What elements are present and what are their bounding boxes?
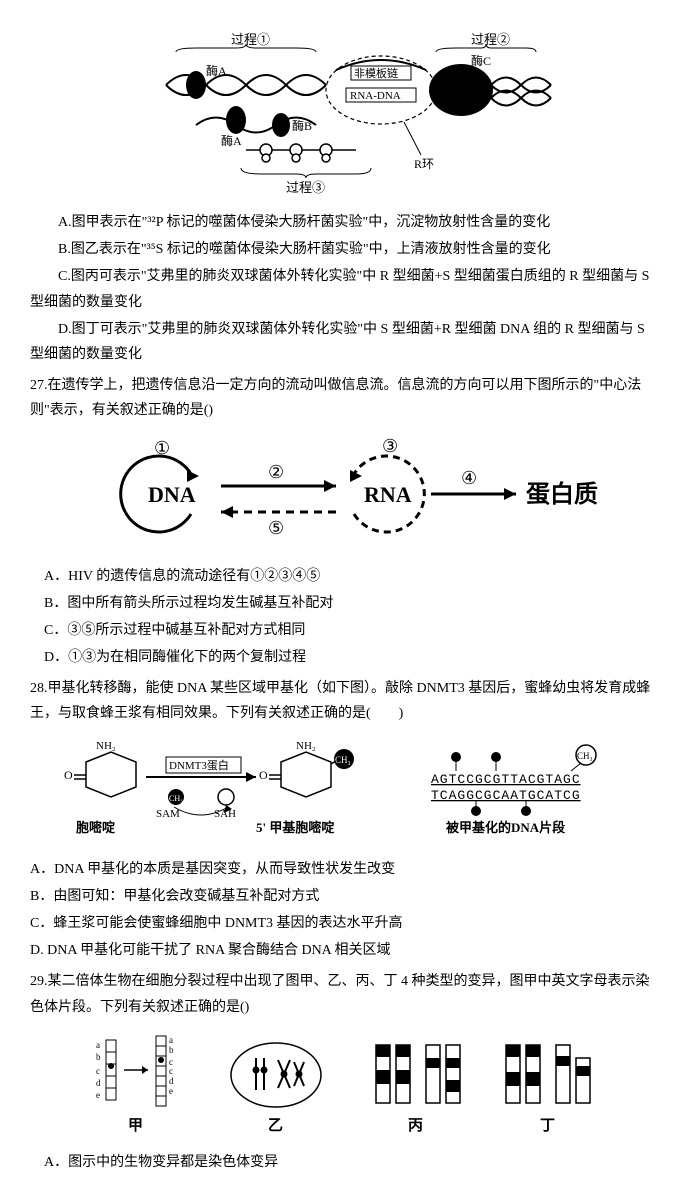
svg-text:O: O — [64, 768, 73, 782]
svg-text:d: d — [169, 1076, 174, 1086]
q26-optA: A.图甲表示在"³²P 标记的噬菌体侵染大肠杆菌实验"中，沉淀物放射性含量的变化 — [30, 210, 662, 235]
ch3-right: CH₃ — [335, 755, 351, 765]
ch3-sam: CH₃ — [169, 794, 183, 803]
figure-central-dogma: DNA ① ② ⑤ RNA ③ ④ 蛋白质 — [30, 434, 662, 554]
methylcytosine-label: 5' 甲基胞嘧啶 — [256, 820, 334, 835]
label-enzymeA1: 酶A — [206, 63, 227, 78]
svg-text:c: c — [96, 1066, 100, 1076]
q26-optD: D.图丁可表示"艾弗里的肺炎双球菌体外转化实验"中 S 型细菌+R 型细菌 DN… — [30, 317, 662, 367]
nh2-right: NH₂ — [296, 740, 316, 752]
cap-ding: 丁 — [540, 1118, 555, 1134]
segment-label: 被甲基化的DNA片段 — [445, 820, 565, 835]
rna-label: RNA — [364, 482, 412, 507]
svg-text:b: b — [96, 1052, 101, 1062]
label-rna-dna: RNA-DNA — [350, 90, 401, 102]
q27-optA: A．HIV 的遗传信息的流动途径有①②③④⑤ — [44, 564, 662, 589]
label-rloop: R环 — [414, 157, 434, 171]
cap-bing: 丙 — [408, 1117, 423, 1134]
svg-text:e: e — [169, 1086, 173, 1096]
circled-2: ② — [268, 462, 284, 482]
label-process1: 过程① — [231, 32, 270, 47]
svg-text:c: c — [169, 1066, 173, 1076]
circled-1: ① — [154, 438, 170, 458]
figure-chromosome-variation: a b c d e a b c c d e 甲 乙 — [30, 1030, 662, 1140]
figure-gene-expression: 过程① 过程② 过程③ 酶A 酶A 酶B 非模板链 RNA-DNA R环 酶C — [30, 30, 662, 200]
q28-stem: 28.甲基化转移酶，能使 DNA 某些区域甲基化（如下图）。敲除 DNMT3 基… — [30, 676, 662, 726]
protein-label: 蛋白质 — [526, 480, 598, 508]
svg-text:d: d — [96, 1078, 101, 1088]
figure-methylation: NH₂ O 胞嘧啶 DNMT3蛋白 CH₃ SAM SAH NH₂ O CH₃ … — [30, 737, 662, 847]
dnmt3-label: DNMT3蛋白 — [169, 758, 229, 772]
ch3-seg: CH₃ — [577, 751, 593, 761]
svg-text:a: a — [169, 1035, 173, 1045]
cap-yi: 乙 — [268, 1118, 283, 1134]
circled-3: ③ — [382, 436, 398, 456]
label-process2: 过程② — [471, 32, 510, 47]
q26-optC: C.图丙可表示"艾弗里的肺炎双球菌体外转化实验"中 R 型细菌+S 型细菌蛋白质… — [30, 264, 662, 314]
seq-bot: TCAGGCGCAATGCATCG — [431, 788, 581, 803]
seq-top: AGTCCGCGTTACGTAGC — [431, 772, 581, 787]
q27-optB: B．图中所有箭头所示过程均发生碱基互补配对 — [44, 591, 662, 616]
svg-text:a: a — [96, 1040, 100, 1050]
q28-optD: D. DNA 甲基化可能干扰了 RNA 聚合酶结合 DNA 相关区域 — [30, 938, 662, 963]
q28-optA: A．DNA 甲基化的本质是基因突变，从而导致性状发生改变 — [30, 857, 662, 882]
q28-optB: B．由图可知：甲基化会改变碱基互补配对方式 — [30, 884, 662, 909]
label-enzymeA2: 酶A — [221, 133, 242, 148]
label-process3: 过程③ — [286, 180, 325, 195]
label-nontemplate: 非模板链 — [354, 66, 398, 80]
svg-text:b: b — [169, 1045, 174, 1055]
q29-stem: 29.某二倍体生物在细胞分裂过程中出现了图甲、乙、丙、丁 4 种类型的变异，图甲… — [30, 969, 662, 1019]
q29-optA: A．图示中的生物变异都是染色体变异 — [44, 1150, 662, 1175]
q27-stem: 27.在遗传学上，把遗传信息沿一定方向的流动叫做信息流。信息流的方向可以用下图所… — [30, 373, 662, 423]
q27-optC: C．③⑤所示过程中碱基互补配对方式相同 — [44, 618, 662, 643]
q28-optC: C．蜂王浆可能会使蜜蜂细胞中 DNMT3 基因的表达水平升高 — [30, 911, 662, 936]
dna-label: DNA — [148, 482, 196, 507]
sam-label: SAM — [156, 808, 180, 820]
svg-text:e: e — [96, 1090, 100, 1100]
label-enzymeB: 酶B — [292, 118, 312, 133]
label-enzymeC: 酶C — [471, 53, 491, 68]
q27-optD: D．①③为在相同酶催化下的两个复制过程 — [44, 645, 662, 670]
cap-jia: 甲 — [128, 1117, 143, 1134]
cytosine-label: 胞嘧啶 — [75, 820, 115, 835]
q26-optB: B.图乙表示在"³⁵S 标记的噬菌体侵染大肠杆菌实验"中，上清液放射性含量的变化 — [30, 237, 662, 262]
nh2-left: NH₂ — [96, 740, 116, 752]
circled-4: ④ — [461, 468, 477, 488]
svg-text:O: O — [259, 768, 268, 782]
circled-5: ⑤ — [268, 518, 284, 538]
